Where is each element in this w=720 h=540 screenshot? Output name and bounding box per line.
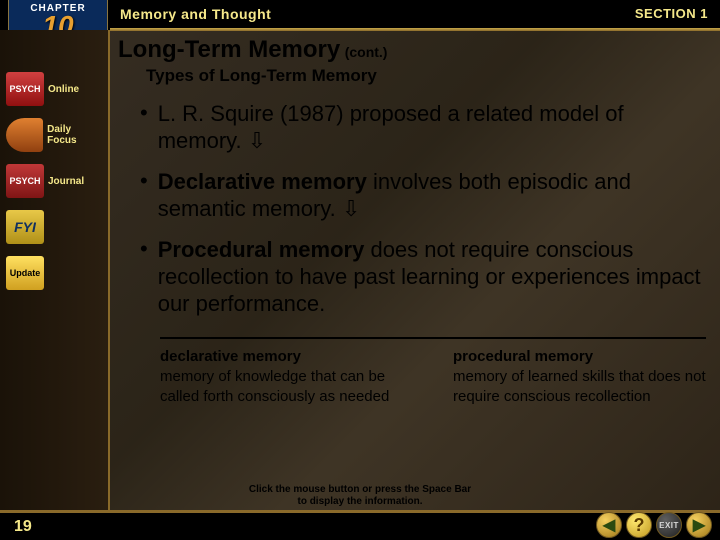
definition-term: declarative memory	[160, 347, 413, 367]
slide-title: Long-Term Memory	[118, 36, 340, 63]
online-icon: PSYCH	[6, 72, 44, 106]
definition-declarative: declarative memory memory of knowledge t…	[160, 347, 413, 407]
slide-subtitle: Types of Long-Term Memory	[146, 66, 706, 86]
sidebar-item-label: Online	[48, 84, 79, 95]
title-row: Long-Term Memory (cont.)	[118, 36, 706, 64]
definitions-block: declarative memory memory of knowledge t…	[160, 337, 706, 407]
prev-button[interactable]: ◀	[596, 512, 622, 538]
update-icon: Update	[6, 256, 44, 290]
page-number: 19	[14, 518, 32, 536]
header-section: SECTION 1	[635, 6, 708, 21]
fyi-icon: FYI	[6, 210, 44, 244]
bullet-item: • L. R. Squire (1987) proposed a related…	[140, 100, 706, 154]
bullet-item: • Declarative memory involves both episo…	[140, 168, 706, 222]
definition-text: memory of knowledge that can be called f…	[160, 367, 413, 407]
slide-container: Memory and Thought SECTION 1 CHAPTER 10 …	[0, 0, 720, 540]
content-area: Long-Term Memory (cont.) Types of Long-T…	[118, 36, 706, 504]
hint-line-1: Click the mouse button or press the Spac…	[249, 484, 471, 495]
bullet-text: Declarative memory involves both episodi…	[158, 168, 706, 222]
header-title: Memory and Thought	[120, 6, 271, 22]
bullet-item: • Procedural memory does not require con…	[140, 236, 706, 317]
bullet-dot-icon: •	[140, 168, 148, 222]
nav-buttons: ◀ ? EXIT ▶	[596, 512, 712, 538]
journal-icon: PSYCH	[6, 164, 44, 198]
bullet-text: L. R. Squire (1987) proposed a related m…	[158, 100, 706, 154]
sidebar-item-journal[interactable]: PSYCH Journal	[6, 162, 102, 200]
focus-icon	[6, 118, 43, 152]
definition-text: memory of learned skills that does not r…	[453, 367, 706, 407]
bullet-dot-icon: •	[140, 100, 148, 154]
help-button[interactable]: ?	[626, 512, 652, 538]
sidebar-item-label: Daily Focus	[47, 124, 102, 146]
sidebar: PSYCH Online Daily Focus PSYCH Journal F…	[0, 30, 110, 510]
bullet-dot-icon: •	[140, 236, 148, 317]
footer-hint: Click the mouse button or press the Spac…	[0, 484, 720, 510]
sidebar-item-update[interactable]: Update	[6, 254, 102, 292]
sidebar-item-online[interactable]: PSYCH Online	[6, 70, 102, 108]
definition-term: procedural memory	[453, 347, 706, 367]
next-button[interactable]: ▶	[686, 512, 712, 538]
sidebar-item-label: Journal	[48, 176, 84, 187]
bullet-text: Procedural memory does not require consc…	[158, 236, 706, 317]
footer-bar: 19 ◀ ? EXIT ▶	[0, 510, 720, 540]
exit-button[interactable]: EXIT	[656, 512, 682, 538]
slide-title-cont: (cont.)	[345, 44, 388, 60]
definition-procedural: procedural memory memory of learned skil…	[453, 347, 706, 407]
hint-line-2: to display the information.	[297, 496, 422, 507]
sidebar-item-fyi[interactable]: FYI	[6, 208, 102, 246]
sidebar-item-daily-focus[interactable]: Daily Focus	[6, 116, 102, 154]
header-bar: Memory and Thought SECTION 1	[0, 0, 720, 30]
gold-divider	[110, 28, 720, 31]
